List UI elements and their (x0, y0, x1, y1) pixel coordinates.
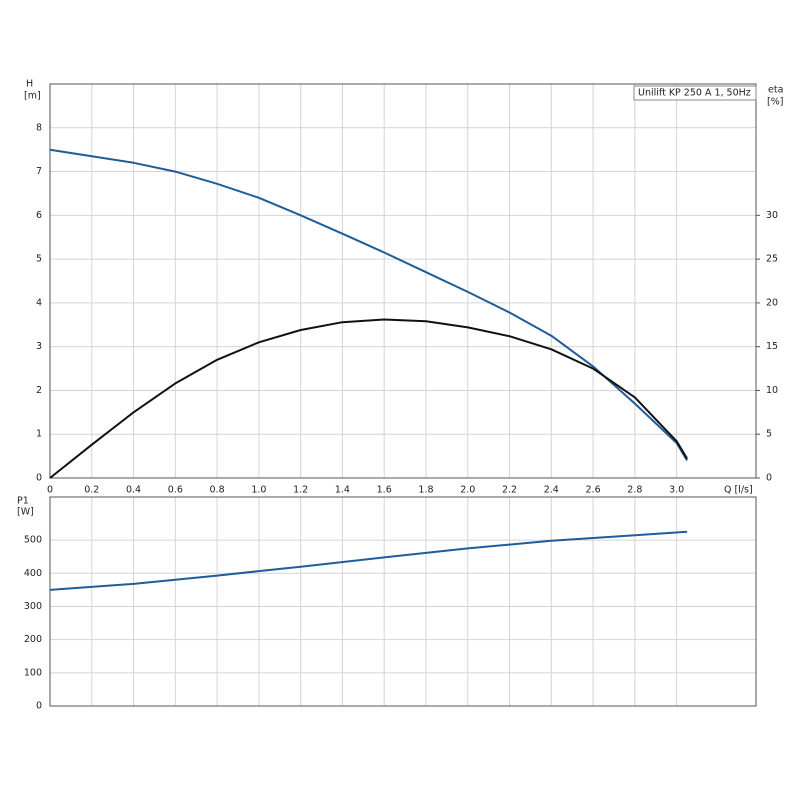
x-tick-label: 2.6 (586, 485, 601, 496)
curve-h (49, 148, 688, 462)
y2-tick-label: 0 (766, 473, 772, 484)
x-tick-label: 1.0 (251, 485, 266, 496)
x-tick-label: 0 (47, 485, 53, 496)
y-tick-label: 200 (24, 634, 42, 645)
curve-eta (49, 318, 688, 479)
y-tick-label: 500 (24, 535, 42, 546)
y2-tick-label: 20 (766, 297, 778, 308)
y2-tick-label: 10 (766, 385, 778, 396)
y-tick-label: 8 (36, 122, 42, 133)
y2-tick-label: 5 (766, 429, 772, 440)
x-tick-label: 1.8 (418, 485, 433, 496)
y-tick-label: 5 (36, 254, 42, 265)
x-tick-label: 1.6 (377, 485, 392, 496)
x-tick-label: 3.0 (669, 485, 684, 496)
plot-frame (49, 496, 757, 707)
x-tick-label: 2.0 (460, 485, 475, 496)
y-tick-label: 1 (36, 429, 42, 440)
x-tick-label: 2.4 (544, 485, 559, 496)
y2-axis-unit: [%] (767, 97, 783, 108)
y-tick-label: 4 (36, 297, 42, 308)
y2-tick-label: 15 (766, 341, 778, 352)
y-tick-label: 6 (36, 210, 42, 221)
x-tick-label: 0.6 (168, 485, 183, 496)
y-axis-label: P1 (17, 496, 29, 507)
y-axis-unit: [m] (24, 91, 41, 102)
y-tick-label: 7 (36, 166, 42, 177)
plot-frame (49, 83, 757, 479)
y-tick-label: 2 (36, 385, 42, 396)
x-tick-label: 2.2 (502, 485, 517, 496)
x-tick-label: 0.2 (84, 485, 99, 496)
y-tick-label: 0 (36, 701, 42, 712)
y-tick-label: 300 (24, 601, 42, 612)
y2-tick-label: 30 (766, 210, 778, 221)
legend-text: Unilift KP 250 A 1, 50Hz (638, 88, 751, 99)
x-tick-label: 0.4 (126, 485, 141, 496)
y-tick-label: 100 (24, 667, 42, 678)
y-axis-label: H (26, 79, 33, 90)
x-tick-label: 1.2 (293, 485, 308, 496)
x-axis-label: Q [l/s] (724, 485, 753, 496)
x-tick-label: 2.8 (627, 485, 642, 496)
y-tick-label: 3 (36, 341, 42, 352)
y-axis-unit: [W] (17, 507, 34, 518)
legend-box (633, 85, 757, 101)
x-tick-label: 1.4 (335, 485, 350, 496)
y2-axis-label: eta (768, 85, 783, 96)
curve-p1 (49, 530, 688, 591)
y2-tick-label: 25 (766, 254, 778, 265)
y-tick-label: 400 (24, 568, 42, 579)
y-tick-label: 0 (36, 473, 42, 484)
x-tick-label: 0.8 (210, 485, 225, 496)
